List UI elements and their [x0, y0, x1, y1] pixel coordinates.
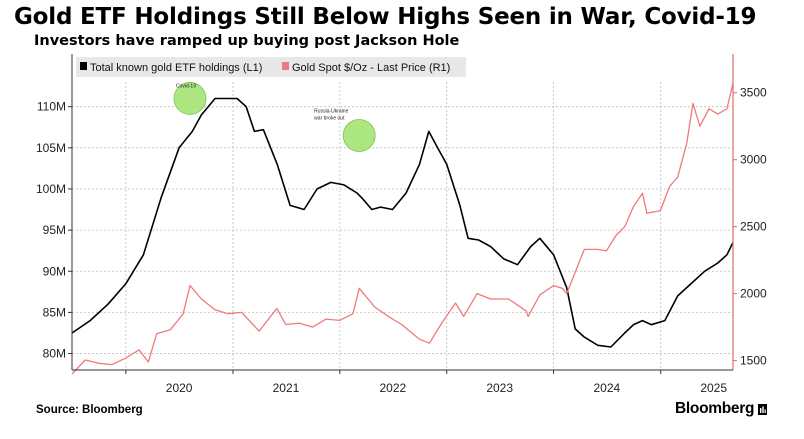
x-tick-label: 2020	[166, 381, 193, 395]
legend-swatch	[80, 62, 87, 70]
brand-logo: Bloomberg	[675, 400, 755, 417]
terminal-icon	[758, 404, 767, 415]
event-highlights	[173, 82, 376, 152]
y-right-tick-label: 3500	[740, 86, 767, 100]
y-right-tick-label: 3000	[740, 153, 767, 167]
annotation-label: Covid-19	[176, 83, 196, 89]
y-left-tick-label: 110M	[37, 100, 66, 114]
legend-label: Gold Spot $/Oz - Last Price (R1)	[292, 62, 450, 74]
y-left-tick-label: 85M	[43, 305, 66, 319]
chart-title: Gold ETF Holdings Still Below Highs Seen…	[14, 4, 757, 30]
gridlines	[72, 82, 733, 370]
event-highlight-circle	[342, 119, 376, 152]
legend-box	[76, 57, 466, 77]
y-right-tick-label: 2500	[740, 220, 767, 234]
chart-subtitle: Investors have ramped up buying post Jac…	[34, 33, 460, 49]
source-note: Source: Bloomberg	[36, 404, 143, 416]
series-lines	[71, 83, 734, 375]
x-tick-label: 2021	[273, 381, 300, 395]
legend-label: Total known gold ETF holdings (L1)	[90, 62, 262, 74]
y-left-tick-label: 105M	[36, 141, 66, 155]
axes: 80M 85M 90M 95M 100M 105M 110M 1500 2000 2500 3000…	[36, 54, 767, 395]
x-tick-label: 2024	[593, 381, 620, 395]
x-tick-label: 2025	[700, 381, 727, 395]
x-tick-label: 2023	[486, 381, 513, 395]
event-highlight-circle	[173, 82, 207, 115]
legend-swatch	[282, 62, 289, 70]
y-right-tick-label: 2000	[740, 287, 767, 301]
y-left-tick-label: 100M	[36, 182, 66, 196]
annotation-label: war broke out	[314, 115, 345, 121]
y-left-tick-label: 90M	[43, 264, 66, 278]
chart: 80M 85M 90M 95M 100M 105M 110M 1500 2000 2500 3000…	[36, 54, 767, 395]
series-gold-line	[71, 83, 734, 375]
series-etf-line	[71, 97, 734, 348]
annotation-label: Russia-Ukraine	[314, 108, 348, 114]
x-tick-label: 2022	[379, 381, 406, 395]
legend: Total known gold ETF holdings (L1) Gold S…	[76, 57, 466, 77]
y-left-tick-label: 95M	[43, 223, 66, 237]
y-left-tick-label: 80M	[43, 347, 66, 361]
y-right-tick-label: 1500	[740, 354, 767, 368]
